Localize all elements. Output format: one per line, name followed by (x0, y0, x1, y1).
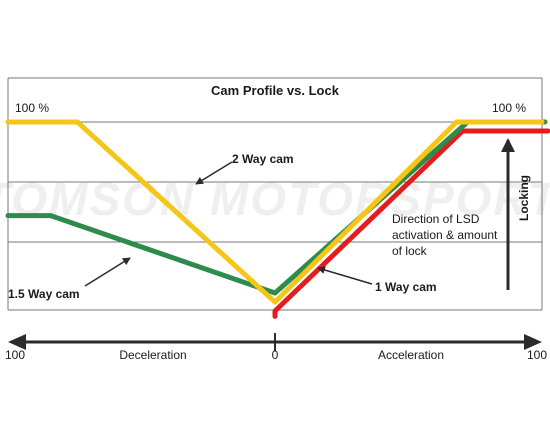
series-arrow-1-way (317, 266, 373, 285)
acceleration-label: Acceleration (378, 348, 444, 362)
x-tick-zero: 0 (272, 348, 279, 362)
series-line-2-way-cam (5, 119, 545, 305)
max-lock-label-right: 100 % (492, 101, 526, 115)
series-label-2-way: 2 Way cam (232, 152, 294, 166)
series-label-1-way: 1 Way cam (375, 280, 437, 294)
annotation-line-1: Direction of LSD (392, 212, 480, 226)
x-tick-right: 100 (527, 348, 547, 362)
deceleration-label: Deceleration (119, 348, 186, 362)
x-axis-right-arrowhead (524, 334, 542, 350)
max-lock-label-left: 100 % (15, 101, 49, 115)
series-label-1-5-way: 1.5 Way cam (8, 287, 80, 301)
locking-label: Locking (517, 175, 531, 221)
annotation-line-3: of lock (392, 244, 428, 258)
series-line-1-way-cam (272, 128, 550, 319)
x-tick-left: 100 (5, 348, 25, 362)
chart-title: Cam Profile vs. Lock (211, 83, 340, 98)
series-layer (5, 119, 550, 319)
series-arrow-2-way (195, 161, 233, 185)
x-axis-left-arrowhead (8, 334, 26, 350)
series-arrow-1-5-way (84, 257, 131, 287)
annotation-line-2: activation & amount (392, 228, 498, 242)
